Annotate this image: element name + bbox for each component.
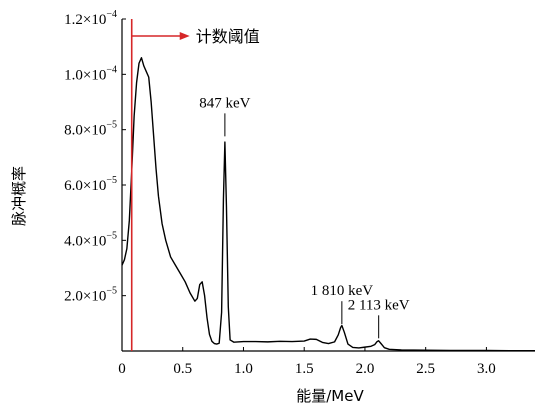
x-axis-title: 能量/MeV <box>296 387 364 405</box>
threshold-arrowhead <box>179 32 190 40</box>
x-tick-label: 0 <box>118 361 126 377</box>
y-axis-title: 脉冲概率 <box>10 166 28 226</box>
annotation-label: 1 810 keV <box>311 283 374 299</box>
series-line <box>121 57 535 352</box>
x-tick-label: 2.5 <box>416 361 435 377</box>
x-tick-label: 0.5 <box>173 361 192 377</box>
annotation-label: 2 113 keV <box>348 297 410 313</box>
axes <box>121 19 535 352</box>
ticks: 0 0.5 1.0 1.5 2.0 2.5 3.0 2.0×10−5 4.0×10−5 6.0×1… <box>64 9 496 377</box>
y-tick-label: 4.0×10−5 <box>64 230 117 249</box>
threshold-marker: 计数阈值 <box>130 19 260 351</box>
threshold-label: 计数阈值 <box>196 27 260 46</box>
x-tick-label: 1.5 <box>295 361 314 377</box>
y-tick-label: 1.2×10−4 <box>64 9 117 28</box>
x-tick-label: 1.0 <box>234 361 253 377</box>
x-tick-label: 3.0 <box>477 361 496 377</box>
x-tick-label: 2.0 <box>356 361 375 377</box>
y-tick-label: 1.0×10−4 <box>64 64 117 83</box>
y-tick-label: 2.0×10−5 <box>64 286 117 305</box>
annotation-label: 847 keV <box>199 95 250 111</box>
y-tick-label: 8.0×10−5 <box>64 120 117 139</box>
series <box>121 57 535 352</box>
y-tick-label: 6.0×10−5 <box>64 175 117 194</box>
